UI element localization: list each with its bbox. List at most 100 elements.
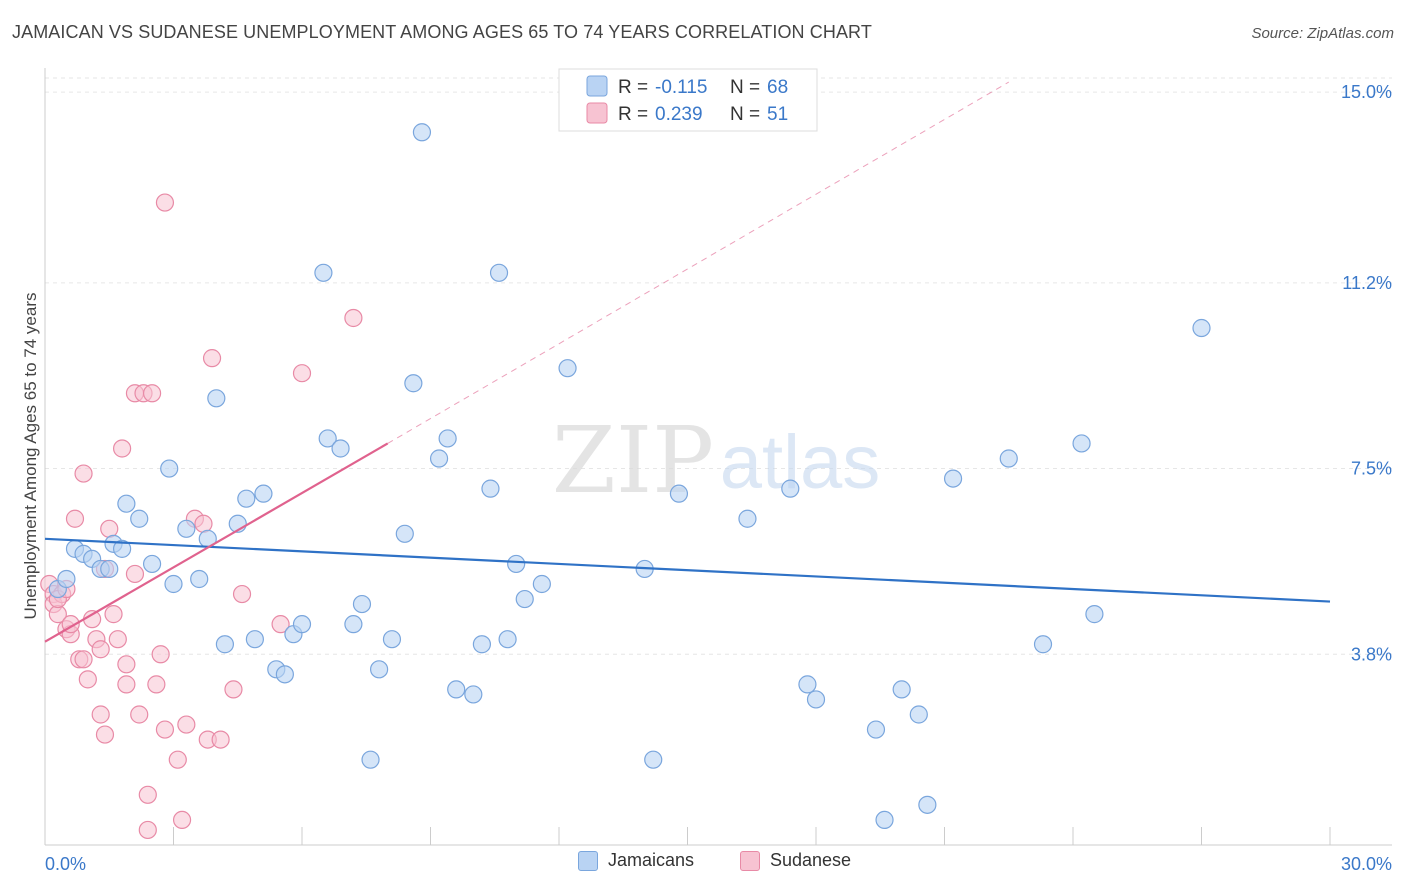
jamaican-point-37 xyxy=(412,123,432,142)
legend-n-label-0: N = xyxy=(730,77,760,98)
jamaican-point-56 xyxy=(806,690,826,709)
sudanese-point-21 xyxy=(117,675,136,694)
sudanese-point-40 xyxy=(202,349,222,368)
jamaican-point-59 xyxy=(892,680,911,699)
jamaican-point-21 xyxy=(245,630,264,649)
jamaican-point-28 xyxy=(318,429,337,448)
jamaican-point-32 xyxy=(361,750,380,769)
jamaican-point-6 xyxy=(100,559,119,579)
jamaican-point-26 xyxy=(292,615,312,634)
sudanese-point-30 xyxy=(147,675,166,694)
jamaican-point-58 xyxy=(875,810,894,830)
sudanese-point-25 xyxy=(130,705,149,724)
jamaican-point-35 xyxy=(395,524,414,543)
sudanese-point-31 xyxy=(151,645,170,664)
jamaican-point-48 xyxy=(532,574,551,594)
legend: R = -0.115 N = 68 R = 0.239 N = 51 xyxy=(558,68,818,132)
jamaican-point-41 xyxy=(464,685,483,704)
legend-r-value-0: -0.115 xyxy=(655,77,707,98)
jamaican-point-17 xyxy=(207,389,226,408)
jamaican-point-18 xyxy=(215,635,234,654)
chart-title: JAMAICAN VS SUDANESE UNEMPLOYMENT AMONG … xyxy=(12,22,872,42)
legend-item-sudanese[interactable]: Sudanese xyxy=(740,850,851,871)
jamaican-point-34 xyxy=(382,630,402,649)
jamaican-point-22 xyxy=(254,484,273,503)
sudanese-point-42 xyxy=(224,680,243,699)
sudanese-point-50 xyxy=(95,725,115,744)
x-tick-labels: 0.0% 30.0% xyxy=(45,854,1392,874)
sudanese-point-23 xyxy=(125,564,145,584)
jamaican-point-51 xyxy=(644,750,663,769)
jamaican-point-1 xyxy=(57,569,76,589)
legend-r-label-1: R = xyxy=(618,104,648,125)
jamaican-point-62 xyxy=(943,469,963,488)
legend-n-value-0: 68 xyxy=(767,77,788,98)
series-legend: Jamaicans Sudanese xyxy=(0,850,1406,880)
jamaican-point-27 xyxy=(314,263,333,282)
sudanese-point-22 xyxy=(117,655,136,674)
sudanese-point-35 xyxy=(172,810,192,830)
legend-n-value-1: 51 xyxy=(767,104,788,125)
jamaican-point-9 xyxy=(117,494,136,513)
sudanese-trend-extension xyxy=(387,81,1010,444)
jamaican-point-31 xyxy=(352,594,372,614)
jamaican-point-11 xyxy=(142,554,162,574)
sudanese-point-33 xyxy=(155,193,175,212)
jamaican-point-45 xyxy=(498,630,517,649)
jamaican-point-39 xyxy=(438,429,457,448)
jamaican-point-61 xyxy=(918,795,937,814)
grid xyxy=(45,77,1392,655)
jamaican-point-66 xyxy=(1085,605,1104,624)
sudanese-point-11 xyxy=(78,670,97,689)
jamaican-point-30 xyxy=(344,615,363,634)
sudanese-point-29 xyxy=(142,384,162,403)
jamaican-point-40 xyxy=(447,680,466,699)
axes xyxy=(44,68,1392,846)
sudanese-point-15 xyxy=(91,640,110,659)
sudanese-point-32 xyxy=(155,720,175,739)
legend-r-label-0: R = xyxy=(618,77,648,98)
sudanese-point-46 xyxy=(344,308,363,328)
watermark-zip: ZIP xyxy=(552,407,714,514)
jamaican-point-36 xyxy=(404,374,423,393)
jamaican-point-20 xyxy=(237,489,256,508)
jamaican-point-46 xyxy=(507,554,526,574)
sudanese-point-36 xyxy=(177,715,196,734)
jamaican-point-65 xyxy=(1072,434,1091,453)
jamaican-point-12 xyxy=(160,459,179,478)
source-credit: Source: ZipAtlas.com xyxy=(1251,25,1394,42)
legend-swatch-1 xyxy=(586,102,608,124)
jamaican-point-47 xyxy=(515,589,534,609)
jamaican-point-10 xyxy=(130,509,149,528)
sudanese-point-7 xyxy=(65,509,85,528)
sudanese-point-14 xyxy=(91,705,110,724)
legend-label-jamaicans: Jamaicans xyxy=(608,850,695,870)
jamaican-point-38 xyxy=(429,449,449,468)
jamaican-point-54 xyxy=(781,479,800,498)
legend-label-sudanese: Sudanese xyxy=(770,850,852,870)
jamaican-point-43 xyxy=(481,479,500,498)
sudanese-point-9 xyxy=(74,650,93,669)
jamaican-point-60 xyxy=(909,705,928,724)
jamaican-point-52 xyxy=(669,484,689,503)
sudanese-point-20 xyxy=(112,439,132,458)
sudanese-point-17 xyxy=(100,519,119,538)
jamaican-point-15 xyxy=(190,569,209,589)
jamaican-point-24 xyxy=(275,665,294,684)
sudanese-swatch xyxy=(740,850,760,871)
sudanese-points xyxy=(40,193,363,840)
jamaican-point-29 xyxy=(331,439,350,458)
jamaicans-swatch xyxy=(578,850,598,871)
jamaicans-trend-line xyxy=(44,537,1331,603)
legend-n-label-1: N = xyxy=(730,104,760,125)
jamaican-point-44 xyxy=(489,263,509,282)
sudanese-point-43 xyxy=(232,584,252,604)
jamaican-point-49 xyxy=(558,359,577,378)
y-tick-label-1: 7.5% xyxy=(1351,459,1392,479)
sudanese-point-38 xyxy=(194,514,213,533)
legend-item-jamaicans[interactable]: Jamaicans xyxy=(578,850,694,871)
legend-swatch-0 xyxy=(586,75,608,97)
jamaican-point-64 xyxy=(1033,635,1053,654)
jamaican-point-33 xyxy=(370,660,389,679)
